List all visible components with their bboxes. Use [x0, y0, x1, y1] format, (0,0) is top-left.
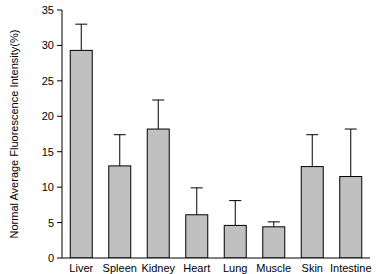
y-tick	[57, 187, 62, 188]
x-tick-label: Muscle	[256, 262, 291, 274]
y-tick	[57, 258, 62, 259]
bar	[301, 167, 323, 258]
bar	[70, 50, 92, 258]
y-tick-label: 30	[42, 39, 54, 51]
y-tick	[57, 151, 62, 152]
error-bar	[114, 135, 126, 166]
error-bar	[75, 24, 87, 50]
y-tick	[57, 10, 62, 11]
y-tick	[57, 222, 62, 223]
y-tick	[57, 80, 62, 81]
y-axis-label: Normal Average Fluorescence Intensity(%)	[8, 30, 20, 239]
bars	[70, 24, 362, 258]
error-bar	[191, 188, 203, 215]
x-tick-label: Skin	[302, 262, 323, 274]
chart-container: 0 5 10 15 20 25 30 35 Liver Spleen Kidney Heart Lung…	[0, 0, 382, 274]
error-bar	[268, 222, 280, 227]
y-tick-label: 20	[42, 110, 54, 122]
x-tick-label: Kidney	[141, 262, 175, 274]
x-tick-label: Heart	[183, 262, 210, 274]
x-axis	[62, 258, 370, 259]
error-bar	[306, 135, 318, 167]
y-axis	[62, 10, 63, 258]
x-tick-label: Intestine	[330, 262, 372, 274]
y-tick	[57, 116, 62, 117]
y-tick-label: 35	[42, 4, 54, 16]
bar	[186, 215, 208, 258]
bar	[109, 166, 131, 258]
x-tick-label: Liver	[69, 262, 93, 274]
x-tick-label: Spleen	[103, 262, 137, 274]
y-tick-label: 5	[48, 217, 54, 229]
bar	[147, 129, 169, 258]
error-bar	[152, 100, 164, 129]
y-tick-label: 0	[48, 252, 54, 264]
error-bar	[345, 129, 357, 176]
bar	[263, 227, 285, 258]
y-tick-label: 15	[42, 146, 54, 158]
error-bar	[229, 201, 241, 226]
y-tick	[57, 45, 62, 46]
x-tick-label: Lung	[223, 262, 247, 274]
bar	[224, 225, 246, 258]
chart-svg: 0 5 10 15 20 25 30 35 Liver Spleen Kidney Heart Lung…	[0, 0, 382, 274]
y-tick-label: 25	[42, 75, 54, 87]
y-tick-label: 10	[42, 181, 54, 193]
bar	[340, 177, 362, 258]
